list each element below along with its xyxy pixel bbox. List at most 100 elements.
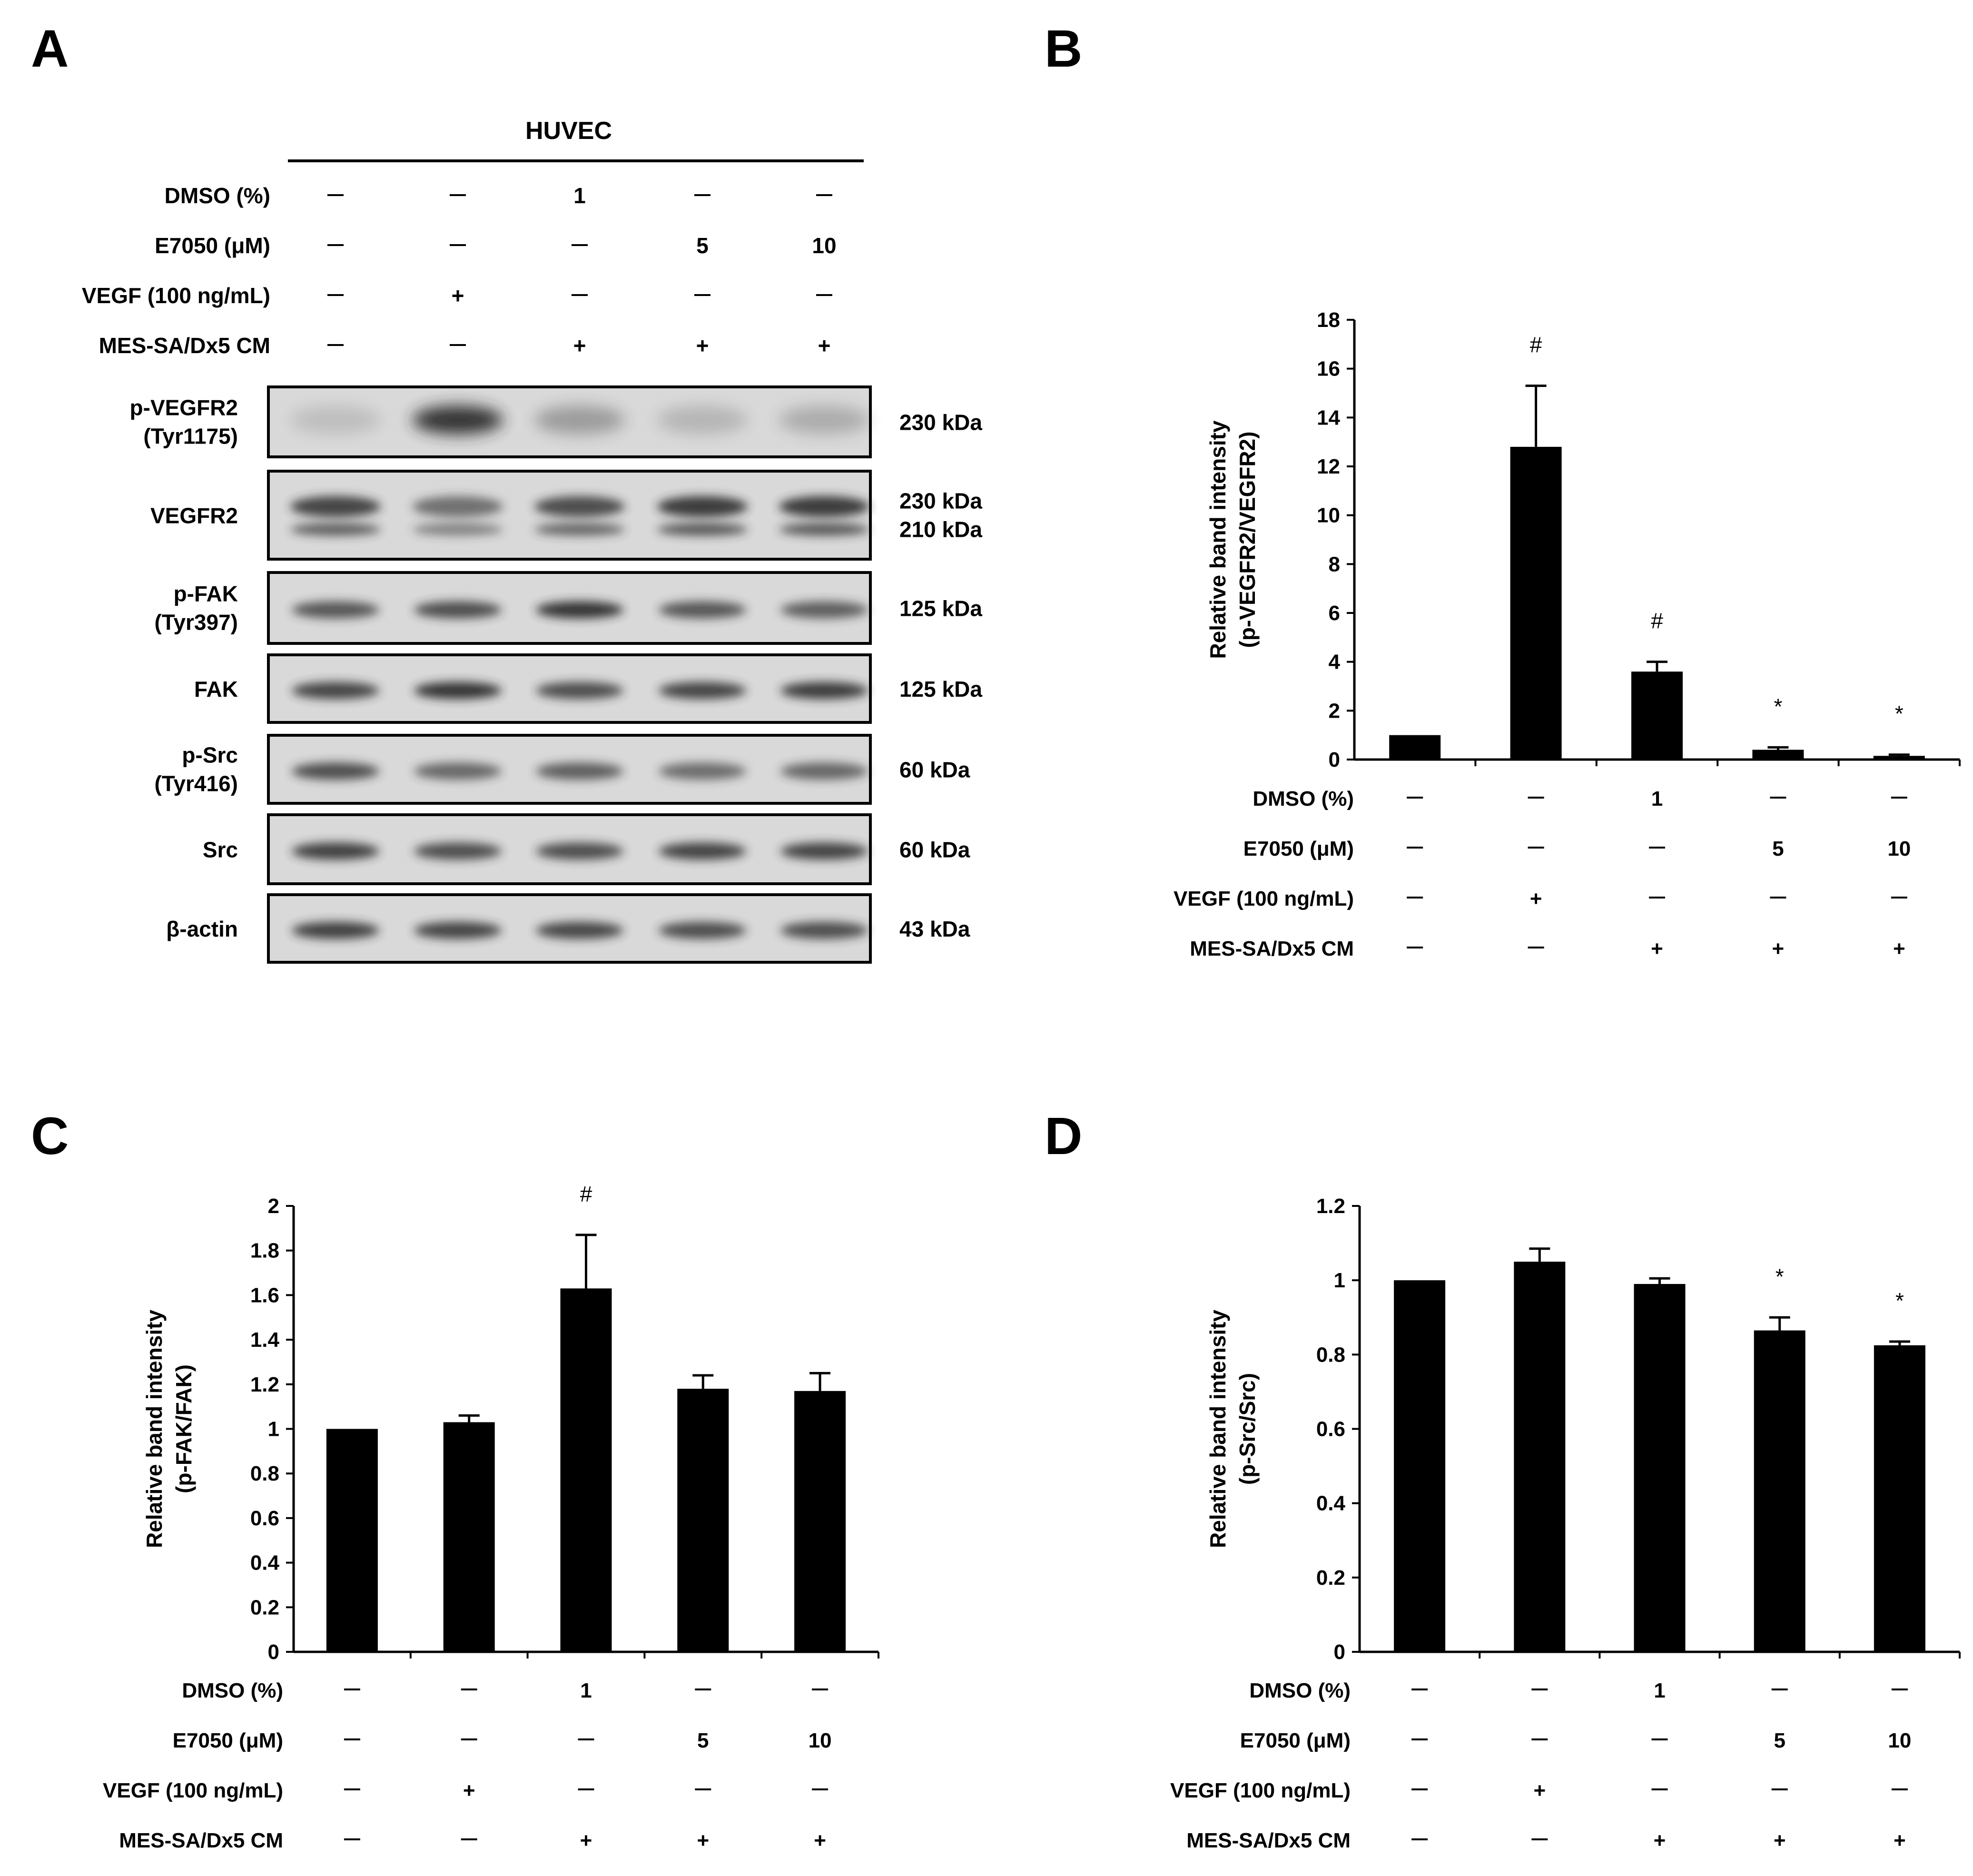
bar: [443, 1422, 495, 1652]
protein-band: [414, 762, 502, 780]
protein-band: [780, 922, 868, 939]
band-row: FAK 125 kDa: [194, 653, 982, 724]
protein-band: [290, 405, 381, 434]
treatment-mark: 10: [809, 1729, 832, 1752]
treatment-mark: +: [1651, 937, 1663, 960]
protein-band: [413, 496, 503, 517]
band-row: Src 60 kDa: [203, 813, 970, 885]
panel-label-c: C: [31, 1107, 69, 1165]
treatment-label: DMSO (%): [1253, 787, 1354, 810]
y-tick-label: 0.6: [1316, 1418, 1345, 1441]
chart-b: 0 2 4 6 8 10 12 14 16 18 # # * * Relative band intensi…: [1174, 308, 1961, 960]
y-tick-label: 8: [1329, 553, 1340, 576]
blot-band-rows: p-VEGFR2 (Tyr1175) 230 kDa VEGFR2 230 kDa 210…: [130, 385, 982, 964]
band-label: β-actin: [166, 917, 238, 941]
band-label: VEGFR2: [150, 504, 238, 528]
y-tick-label: 0.2: [250, 1596, 279, 1619]
western-blot-panel: HUVEC DMSO (%) 1 E7050 (μM) 5 10 VEGF (100 ng…: [82, 117, 982, 964]
y-tick-label: 0.4: [1316, 1492, 1346, 1515]
treatment-mark: +: [1774, 1829, 1786, 1852]
y-tick-label: 1: [268, 1418, 279, 1441]
y-axis-label: (p-VEGFR2/VEGFR2): [1235, 432, 1260, 648]
protein-band: [414, 842, 502, 860]
band-size: 125 kDa: [899, 677, 982, 701]
treatment-label: E7050 (μM): [1240, 1729, 1351, 1752]
bar: [794, 1391, 846, 1652]
chart-d: 0 0.2 0.4 0.6 0.8 1 1.2 * * Relative band intensi…: [1170, 1195, 1961, 1852]
band-size: 230 kDa: [899, 489, 982, 513]
bar: [1873, 756, 1925, 760]
protein-band: [292, 601, 379, 619]
bar: [677, 1389, 729, 1652]
band-label: (Tyr416): [154, 771, 238, 796]
protein-band: [534, 496, 625, 517]
y-tick-label: 0: [1334, 1640, 1345, 1664]
y-tick-label: 14: [1317, 406, 1340, 429]
y-tick-label: 0.8: [250, 1462, 279, 1485]
protein-band: [413, 405, 503, 434]
protein-band: [292, 842, 379, 860]
protein-band: [659, 762, 746, 780]
treatment-label: DMSO (%): [182, 1679, 283, 1702]
significance-mark: #: [580, 1182, 592, 1206]
protein-band: [292, 682, 379, 699]
band-row: p-FAK (Tyr397) 125 kDa: [154, 571, 982, 645]
treatment-mark: 1: [1651, 787, 1663, 810]
bar: [326, 1429, 378, 1652]
protein-band: [290, 496, 381, 517]
significance-mark: #: [1530, 333, 1542, 357]
band-size: 230 kDa: [899, 410, 982, 435]
protein-band: [779, 496, 869, 517]
treatment-mark: 1: [580, 1679, 592, 1702]
protein-band: [413, 523, 503, 536]
y-tick-label: 10: [1317, 504, 1340, 527]
treatment-mark: 5: [697, 1729, 709, 1752]
protein-band: [779, 405, 869, 434]
protein-band: [657, 496, 748, 517]
protein-band: [659, 601, 746, 619]
band-row: p-VEGFR2 (Tyr1175) 230 kDa: [130, 385, 982, 458]
y-tick-label: 16: [1317, 357, 1340, 381]
treatment-label: E7050 (μM): [173, 1729, 283, 1752]
treatment-mark: 5: [1774, 1729, 1785, 1752]
bar: [1752, 750, 1804, 760]
protein-band: [536, 842, 623, 860]
bar: [1874, 1345, 1925, 1652]
treatment-mark: +: [463, 1779, 475, 1802]
protein-band: [780, 601, 868, 619]
band-row: β-actin 43 kDa: [166, 893, 970, 964]
band-label: (Tyr397): [154, 610, 238, 635]
treatment-mark: +: [580, 1829, 592, 1852]
band-size: 125 kDa: [899, 596, 982, 621]
band-label: (Tyr1175): [143, 424, 238, 449]
bar: [560, 1288, 612, 1652]
y-tick-label: 4: [1329, 651, 1341, 674]
panel-label-b: B: [1045, 20, 1082, 78]
band-size: 60 kDa: [899, 838, 970, 862]
y-tick-label: 0.8: [1316, 1343, 1345, 1366]
treatment-mark: 10: [1887, 837, 1911, 860]
band-label: Src: [203, 838, 238, 862]
y-axis-label: Relative band intensity: [142, 1310, 167, 1548]
bar: [1389, 735, 1441, 760]
protein-band: [534, 405, 625, 434]
blot-treatment-label: E7050 (μM): [155, 233, 270, 258]
protein-band: [292, 762, 379, 780]
treatment-label: MES-SA/Dx5 CM: [119, 1829, 283, 1852]
protein-band: [534, 523, 625, 536]
y-tick-label: 1.6: [250, 1284, 279, 1307]
blot-title: HUVEC: [525, 117, 612, 145]
band-label: p-VEGFR2: [130, 395, 238, 420]
y-tick-label: 6: [1329, 602, 1340, 625]
protein-band: [536, 922, 623, 939]
significance-mark: *: [1895, 1288, 1904, 1313]
y-tick-label: 18: [1317, 308, 1340, 332]
treatment-mark: +: [1893, 937, 1905, 960]
blot-treatment-mark: 1: [573, 183, 586, 208]
band-label: p-FAK: [174, 582, 238, 606]
y-axis-label: (p-Src/Src): [1235, 1373, 1260, 1485]
significance-mark: *: [1774, 694, 1782, 719]
blot-treatment-mark: +: [818, 333, 831, 358]
protein-band: [536, 682, 623, 699]
